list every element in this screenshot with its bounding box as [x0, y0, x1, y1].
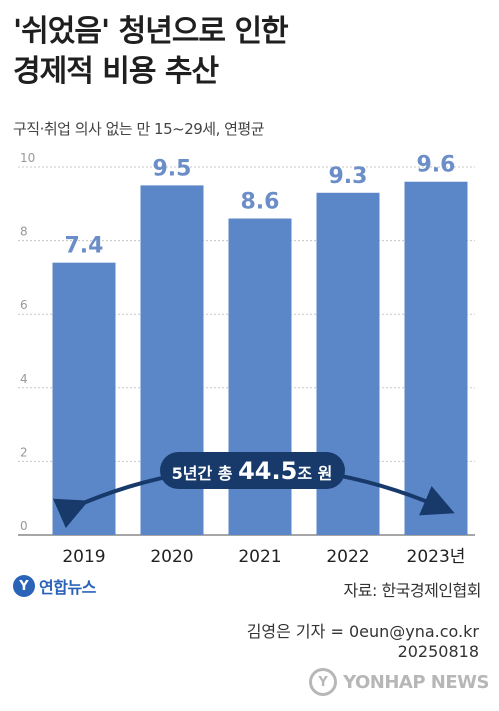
reporter-email: 김영은 기자 = 0eun@yna.co.kr [246, 622, 479, 641]
source-note: 자료: 한국경제인협회 [343, 581, 482, 600]
yonhap-logo-icon: Y [13, 575, 35, 597]
yonhap-logo: Y 연합뉴스 [13, 574, 96, 598]
data-label: 9.5 [153, 156, 192, 181]
chart-subtitle: 구직·취업 의사 없는 만 15~29세, 연평균 [13, 120, 265, 138]
yonhap-watermark: Y YONHAP NEWS [309, 668, 489, 696]
chart-title: '쉬었음' 청년으로 인한 경제적 비용 추산 [13, 12, 483, 92]
watermark-icon: Y [309, 668, 338, 696]
data-label: 8.6 [241, 190, 280, 215]
total-badge [160, 452, 345, 489]
x-tick-label: 2019 [62, 547, 105, 567]
x-tick-label: 2022 [326, 547, 369, 567]
x-tick-label: 2021 [238, 547, 281, 567]
reporter-credit: 김영은 기자 = 0eun@yna.co.kr 20250818 [247, 622, 479, 662]
y-tick-label: 6 [20, 298, 28, 312]
data-label: 7.4 [65, 234, 104, 259]
x-tick-label: 2020 [150, 547, 193, 567]
title-line-2: 경제적 비용 추산 [13, 54, 219, 89]
data-label: 9.6 [417, 153, 456, 178]
y-tick-label: 4 [20, 372, 28, 386]
watermark-text: YONHAP NEWS [343, 671, 489, 693]
y-tick-label: 2 [20, 445, 28, 459]
publish-date: 20250818 [397, 642, 479, 661]
x-tick-label: 2023년 [407, 547, 466, 567]
y-tick-label: 0 [20, 519, 28, 533]
y-tick-label: 8 [20, 225, 28, 239]
bar-chart: 0 2 4 6 8 10 7.4 2019 9.5 2020 8.6 2021 9.3 2022 9.6 20… [18, 151, 475, 567]
bar [404, 181, 468, 535]
y-tick-label: 10 [20, 151, 35, 165]
logo-text: 연합뉴스 [39, 578, 96, 597]
total-badge-text: 5년간 총 44.5조 원 [172, 457, 333, 485]
title-line-1: '쉬었음' 청년으로 인한 [13, 14, 289, 49]
data-label: 9.3 [329, 164, 368, 189]
